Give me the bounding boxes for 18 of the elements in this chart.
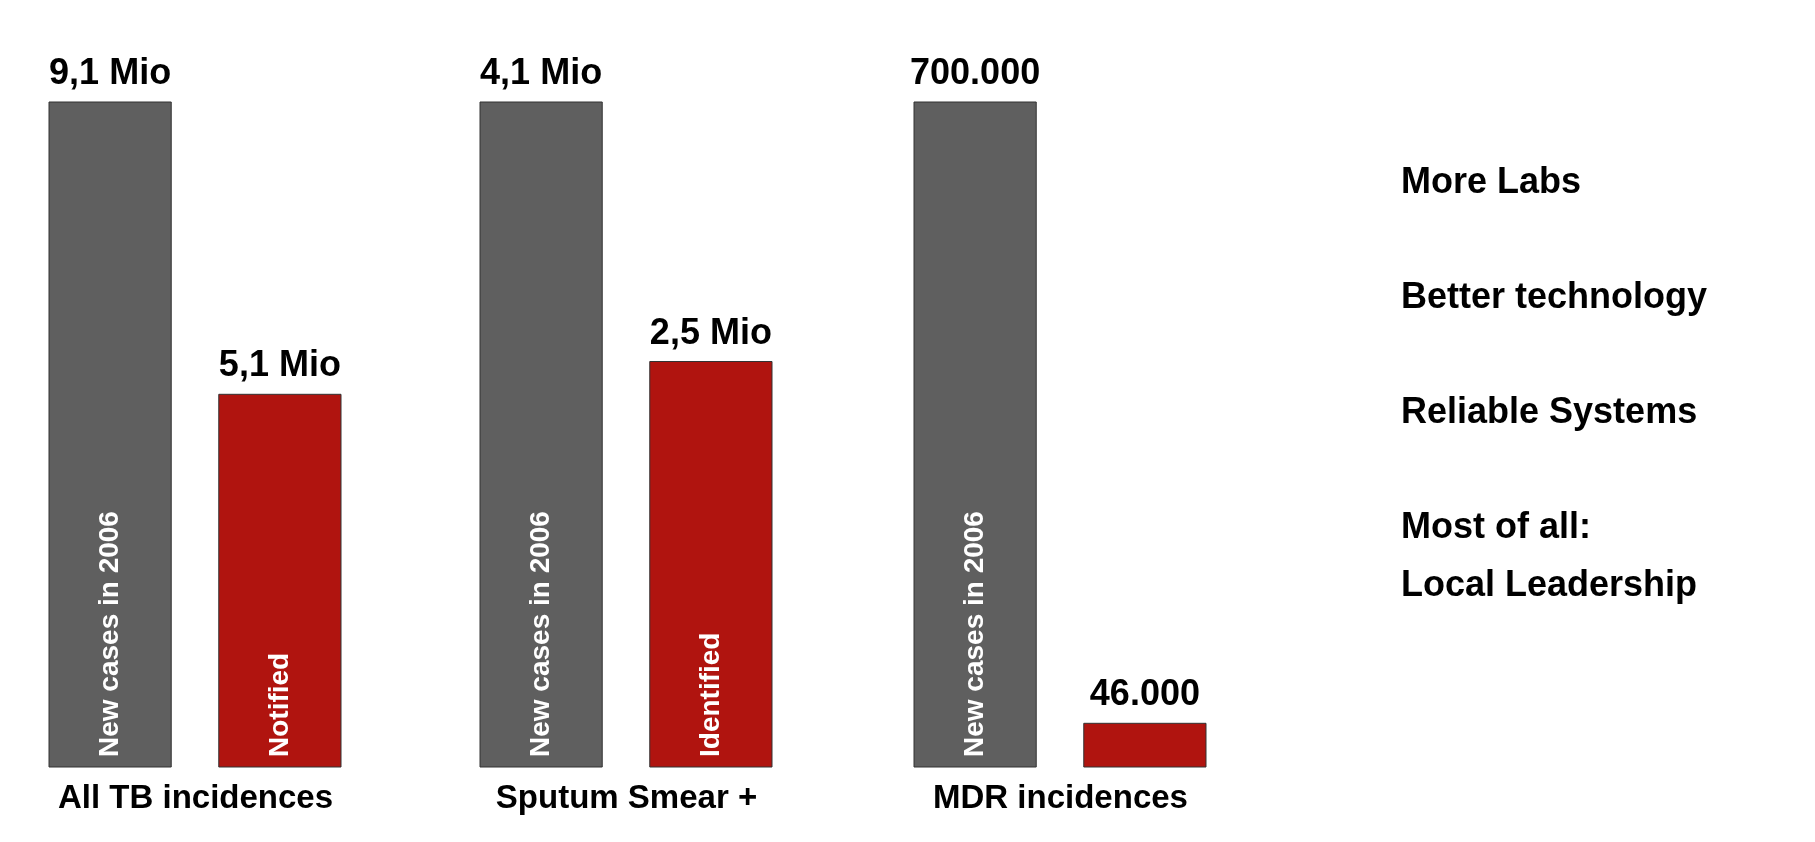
annotation: New cases in 2006	[93, 511, 125, 757]
annotation: New cases in 2006	[958, 511, 990, 757]
x-axis-title: Sputum Smear +	[495, 777, 758, 815]
x-axis-title: All TB incidences	[57, 777, 334, 815]
data-label: 9,1 Mio	[49, 51, 172, 92]
data-label: 700.000	[910, 51, 1041, 92]
data-label: 5,1 Mio	[218, 343, 341, 385]
data-label: 2,5 Mio	[649, 310, 772, 352]
annotation: New cases in 2006	[524, 511, 556, 757]
text: Most of all: Local Leadership	[1401, 505, 1698, 604]
text: Better technology	[1401, 275, 1708, 316]
annotation: Identified	[693, 632, 725, 757]
x-axis-title: MDR incidences	[933, 777, 1188, 815]
annotation: Notified	[262, 652, 294, 757]
text: Reliable Systems	[1401, 390, 1698, 431]
data-label: 4,1 Mio	[480, 51, 603, 92]
data-label: 46.000	[1089, 672, 1200, 714]
text: More Labs	[1401, 160, 1582, 201]
